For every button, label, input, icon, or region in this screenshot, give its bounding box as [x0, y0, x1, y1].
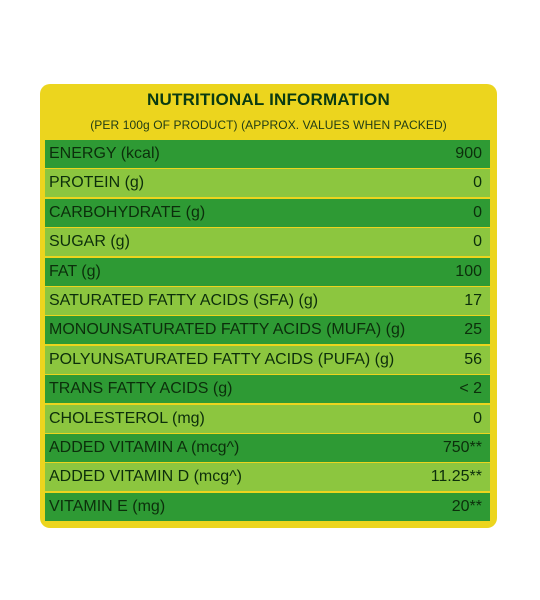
nutrient-name: CHOLESTEROL (mg) [49, 409, 205, 427]
nutrient-name: SATURATED FATTY ACIDS (SFA) (g) [49, 291, 319, 309]
table-row: SUGAR (g) 0 [45, 228, 490, 257]
table-row: CARBOHYDRATE (g) 0 [45, 198, 490, 227]
table-row: CHOLESTEROL (mg) 0 [45, 404, 490, 433]
nutrient-value: 17 [464, 291, 482, 309]
nutrient-value: 25 [464, 321, 482, 339]
nutrient-value: 0 [473, 233, 482, 251]
label-subtitle: (PER 100g OF PRODUCT) (APPROX. VALUES WH… [90, 118, 447, 132]
nutrient-name: POLYUNSATURATED FATTY ACIDS (PUFA) (g) [49, 350, 395, 368]
nutrient-name: MONOUNSATURATED FATTY ACIDS (MUFA) (g) [49, 321, 406, 339]
nutrient-name: ADDED VITAMIN D (mcg^) [49, 468, 242, 486]
nutrient-name: FAT (g) [49, 262, 101, 280]
table-row: ADDED VITAMIN D (mcg^) 11.25** [45, 463, 490, 492]
table-row: FAT (g) 100 [45, 257, 490, 286]
nutrient-name: VITAMIN E (mg) [49, 497, 166, 515]
nutrient-value: 11.25** [430, 468, 482, 486]
nutrient-value: 0 [473, 409, 482, 427]
table-row: TRANS FATTY ACIDS (g) < 2 [45, 375, 490, 404]
nutrient-name: TRANS FATTY ACIDS (g) [49, 380, 233, 398]
table-row: MONOUNSATURATED FATTY ACIDS (MUFA) (g) 2… [45, 316, 490, 345]
nutrient-value: 750** [442, 438, 482, 456]
table-row: ADDED VITAMIN A (mcg^) 750** [45, 433, 490, 462]
nutrient-value: 0 [473, 174, 482, 192]
label-title: NUTRITIONAL INFORMATION [147, 90, 390, 109]
table-row: SATURATED FATTY ACIDS (SFA) (g) 17 [45, 286, 490, 315]
nutrient-table: ENERGY (kcal) 900 PROTEIN (g) 0 CARBOHYD… [45, 140, 490, 522]
table-row: VITAMIN E (mg) 20** [45, 492, 490, 521]
nutrient-name: ADDED VITAMIN A (mcg^) [49, 438, 240, 456]
table-row: ENERGY (kcal) 900 [45, 140, 490, 168]
nutrient-name: SUGAR (g) [49, 233, 130, 251]
nutrition-label: NUTRITIONAL INFORMATION (PER 100g OF PRO… [40, 84, 497, 528]
nutrient-value: 20** [451, 497, 482, 515]
label-header: NUTRITIONAL INFORMATION (PER 100g OF PRO… [40, 84, 497, 139]
nutrient-value: 0 [473, 203, 482, 221]
nutrient-name: ENERGY (kcal) [49, 145, 160, 162]
nutrient-value: 900 [455, 145, 482, 162]
table-row: PROTEIN (g) 0 [45, 169, 490, 198]
nutrient-value: 100 [455, 262, 482, 280]
nutrient-name: PROTEIN (g) [49, 174, 145, 192]
nutrient-value: < 2 [459, 380, 482, 398]
nutrient-value: 56 [464, 350, 482, 368]
nutrient-name: CARBOHYDRATE (g) [49, 203, 206, 221]
table-row: POLYUNSATURATED FATTY ACIDS (PUFA) (g) 5… [45, 345, 490, 374]
